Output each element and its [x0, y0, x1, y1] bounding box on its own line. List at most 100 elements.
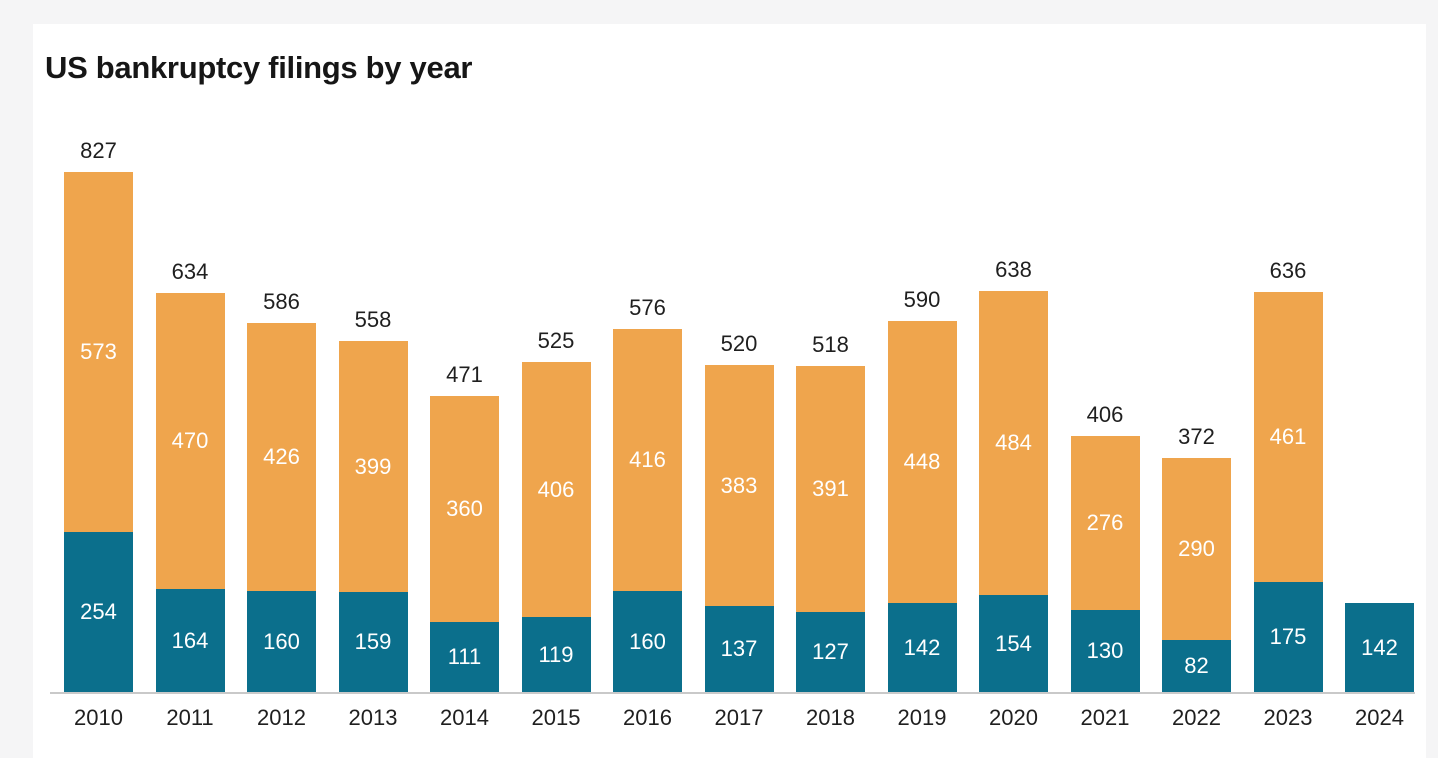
x-tick-label-2017: 2017: [714, 705, 764, 730]
bar-segment-teal-2018: 127: [796, 612, 865, 692]
total-value-2012: 586: [263, 289, 300, 314]
x-tick-label-2022: 2022: [1172, 705, 1221, 730]
bar-column-2022: 82 290 372: [1162, 0, 1231, 692]
bar-segment-orange-2018: 391: [796, 366, 865, 612]
bar-segment-orange-2010: 573: [64, 172, 133, 532]
x-tick-label-2016: 2016: [623, 705, 672, 730]
bar-segment-teal-2015: 119: [521, 617, 591, 692]
bar-segment-teal-2024: 142: [1345, 603, 1414, 692]
bar-segment-orange-2014: 360: [430, 396, 499, 622]
teal-segment-value-2010: 254: [80, 599, 117, 624]
bar-column-2010: 254 573 827: [64, 0, 133, 692]
orange-segment-value-2020: 484: [995, 430, 1032, 455]
bar-segment-orange-2022: 290: [1162, 458, 1231, 640]
bar-segment-teal-2021: 130: [1070, 610, 1140, 692]
total-value-2023: 636: [1269, 258, 1307, 283]
orange-segment-value-2010: 573: [80, 339, 117, 364]
bar-segment-teal-2014: 111: [430, 622, 499, 692]
bar-segment-teal-2020: 154: [979, 595, 1048, 692]
x-tick-label-2018: 2018: [806, 705, 855, 730]
orange-segment-value-2016: 416: [629, 447, 666, 472]
bar-segment-orange-2012: 426: [247, 323, 316, 591]
bar-column-2024: 142: [1345, 0, 1414, 692]
x-tick-label-2014: 2014: [440, 705, 489, 730]
total-value-2013: 558: [354, 307, 392, 332]
teal-segment-value-2013: 159: [354, 629, 392, 654]
teal-segment-value-2016: 160: [629, 628, 666, 654]
total-value-2010: 827: [80, 138, 117, 163]
plot-area: 254 573 827 2010 164 470 634 2011 160 426 586 2012 1…: [50, 0, 1415, 729]
teal-segment-value-2020: 154: [995, 630, 1032, 656]
orange-segment-value-2022: 290: [1178, 536, 1215, 561]
orange-segment-value-2018: 391: [812, 476, 849, 501]
bar-segment-teal-2013: 159: [338, 592, 408, 692]
bar-segment-orange-2020: 484: [979, 291, 1048, 595]
bar-segment-orange-2023: 461: [1253, 292, 1323, 582]
bar-segment-orange-2021: 276: [1070, 436, 1140, 610]
bar-column-2014: 111 360 471: [430, 0, 499, 692]
bar-segment-teal-2016: 160: [613, 591, 682, 692]
total-value-2019: 590: [903, 287, 941, 312]
orange-segment-value-2017: 383: [720, 472, 758, 498]
total-value-2020: 638: [995, 257, 1032, 282]
teal-segment-value-2018: 127: [812, 639, 849, 664]
teal-segment-value-2017: 137: [720, 636, 758, 661]
bar-column-2012: 160 426 586: [247, 0, 316, 692]
x-tick-label-2019: 2019: [897, 705, 947, 730]
x-tick-label-2024: 2024: [1355, 705, 1404, 730]
bar-column-2017: 137 383 520: [704, 0, 774, 692]
x-tick-label-2012: 2012: [257, 705, 306, 730]
bar-segment-teal-2012: 160: [247, 591, 316, 692]
x-tick-label-2015: 2015: [531, 705, 581, 730]
total-value-2014: 471: [446, 362, 483, 387]
orange-segment-value-2014: 360: [446, 496, 483, 521]
teal-segment-value-2012: 160: [263, 628, 300, 654]
bar-column-2016: 160 416 576: [613, 0, 682, 692]
bar-segment-orange-2017: 383: [704, 365, 774, 606]
bar-column-2013: 159 399 558: [338, 0, 408, 692]
x-tick-label-2010: 2010: [74, 705, 123, 730]
total-value-2021: 406: [1086, 402, 1124, 427]
orange-segment-value-2011: 470: [171, 428, 209, 453]
x-tick-label-2013: 2013: [348, 705, 398, 730]
teal-segment-value-2015: 119: [538, 641, 574, 667]
bar-column-2018: 127 391 518: [796, 0, 865, 692]
bar-segment-teal-2010: 254: [64, 532, 133, 692]
chart-title: US bankruptcy filings by year: [45, 50, 473, 85]
x-tick-label-2011: 2011: [166, 705, 214, 730]
total-value-2017: 520: [720, 331, 758, 356]
bar-segment-teal-2017: 137: [704, 606, 774, 692]
orange-segment-value-2013: 399: [354, 453, 392, 479]
teal-segment-value-2011: 164: [171, 627, 209, 653]
x-tick-label-2020: 2020: [989, 705, 1038, 730]
bar-segment-teal-2023: 175: [1253, 582, 1323, 692]
total-value-2022: 372: [1178, 424, 1215, 449]
x-tick-label-2023: 2023: [1263, 705, 1313, 730]
x-tick-label-2021: 2021: [1080, 705, 1130, 730]
bar-column-2020: 154 484 638: [979, 0, 1048, 692]
teal-segment-value-2024: 142: [1361, 634, 1398, 660]
total-value-2016: 576: [629, 295, 666, 320]
total-value-2018: 518: [812, 332, 849, 357]
bar-segment-orange-2011: 470: [155, 293, 225, 589]
bar-segment-orange-2016: 416: [613, 329, 682, 591]
bar-column-2019: 142 448 590: [887, 0, 957, 692]
orange-segment-value-2021: 276: [1086, 510, 1124, 535]
bar-segment-orange-2013: 399: [338, 341, 408, 592]
bar-column-2015: 119 406 525: [521, 0, 591, 692]
orange-segment-value-2023: 461: [1269, 424, 1307, 449]
bar-column-2011: 164 470 634: [155, 0, 225, 692]
teal-segment-value-2019: 142: [903, 634, 941, 660]
teal-segment-value-2022: 82: [1184, 653, 1209, 678]
total-value-2015: 525: [537, 328, 575, 353]
teal-segment-value-2023: 175: [1269, 624, 1307, 649]
teal-segment-value-2021: 130: [1086, 638, 1124, 663]
teal-segment-value-2014: 111: [447, 644, 482, 669]
orange-segment-value-2019: 448: [903, 449, 941, 474]
bar-segment-orange-2015: 406: [521, 362, 591, 617]
bar-segment-teal-2022: 82: [1162, 640, 1231, 692]
total-value-2011: 634: [171, 259, 209, 284]
bar-segment-teal-2019: 142: [887, 603, 957, 692]
